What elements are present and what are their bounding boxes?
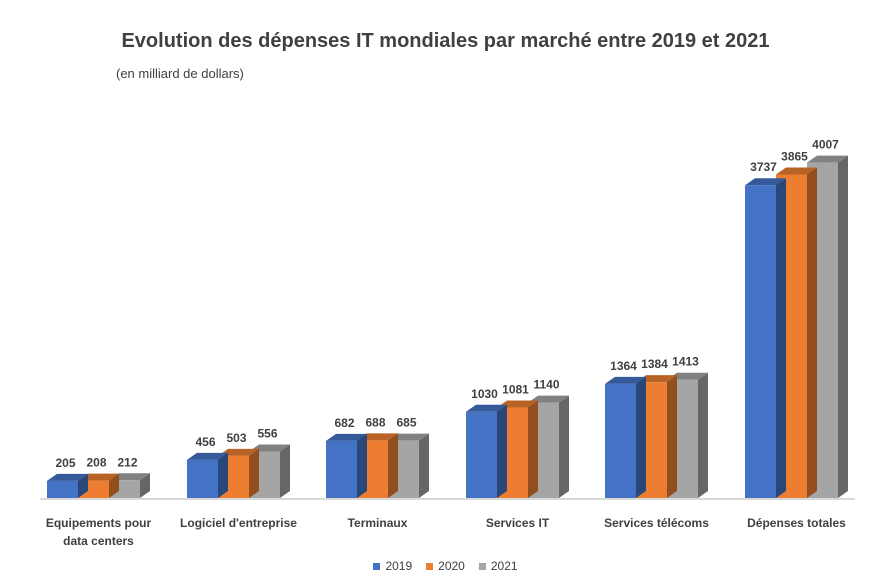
data-label-2021-1: 556 bbox=[257, 426, 277, 440]
bar-side bbox=[497, 404, 507, 498]
data-label-2019-2: 682 bbox=[334, 416, 354, 430]
bar-2019-4 bbox=[605, 376, 646, 498]
bar-side bbox=[698, 372, 708, 498]
category-label: Services télécoms bbox=[604, 516, 709, 530]
bar-front bbox=[187, 459, 218, 498]
chart-floor bbox=[40, 498, 855, 500]
legend-swatch bbox=[478, 563, 486, 570]
bar-side bbox=[667, 375, 677, 498]
category-label: Services IT bbox=[486, 516, 550, 530]
bar-top bbox=[776, 167, 817, 175]
data-label-2021-5: 4007 bbox=[812, 138, 839, 152]
data-label-2021-4: 1413 bbox=[672, 355, 699, 369]
bar-2019-1 bbox=[187, 452, 228, 498]
data-label-2021-3: 1140 bbox=[533, 378, 559, 392]
bar-front bbox=[326, 440, 357, 498]
legend-item-2020: 2020 bbox=[426, 559, 465, 573]
bar-side bbox=[280, 444, 290, 498]
bar-side bbox=[419, 433, 429, 498]
data-label-2019-4: 1364 bbox=[610, 359, 637, 373]
bar-side bbox=[838, 155, 848, 498]
bar-top bbox=[218, 448, 259, 456]
bar-top bbox=[326, 433, 367, 441]
data-label-2019-1: 456 bbox=[195, 435, 215, 449]
data-label-2021-2: 685 bbox=[396, 416, 416, 430]
bar-top bbox=[667, 372, 708, 380]
legend-item-2019: 2019 bbox=[373, 559, 412, 573]
data-label-2020-5: 3865 bbox=[781, 149, 808, 163]
data-label-2019-3: 1030 bbox=[471, 387, 498, 401]
data-label-2019-0: 205 bbox=[55, 456, 75, 470]
data-label-2020-3: 1081 bbox=[502, 383, 529, 397]
data-label-2019-5: 3737 bbox=[750, 160, 777, 174]
data-label-2020-4: 1384 bbox=[641, 357, 668, 371]
bar-front bbox=[605, 383, 636, 498]
bar-top bbox=[745, 178, 786, 186]
bar-side bbox=[636, 376, 646, 498]
bar-side bbox=[218, 452, 228, 498]
category-label: Logiciel d'entreprise bbox=[180, 516, 297, 530]
bar-top bbox=[249, 444, 290, 452]
bar-top bbox=[528, 395, 569, 403]
bar-side bbox=[559, 395, 569, 498]
bar-2019-0 bbox=[47, 473, 88, 498]
bar-top bbox=[388, 433, 429, 441]
bar-top bbox=[357, 433, 398, 441]
bar-side bbox=[776, 178, 786, 498]
bar-top bbox=[78, 473, 119, 481]
bar-front bbox=[47, 480, 78, 498]
data-label-2020-0: 208 bbox=[86, 456, 106, 470]
legend-item-2021: 2021 bbox=[478, 559, 518, 573]
bar-top bbox=[466, 404, 507, 412]
bar-top bbox=[807, 155, 848, 163]
legend-label: 2021 bbox=[490, 559, 518, 573]
bar-2019-2 bbox=[326, 433, 367, 498]
legend-swatch bbox=[426, 563, 434, 570]
bar-side bbox=[528, 400, 538, 498]
bar-side bbox=[807, 167, 817, 498]
bar-front bbox=[745, 185, 776, 498]
chart-legend: 2019 2020 2021 bbox=[0, 559, 891, 573]
bar-2019-5 bbox=[745, 178, 786, 498]
bar-top bbox=[109, 473, 150, 481]
bar-front bbox=[466, 411, 497, 498]
category-label: Equipements pour bbox=[46, 516, 152, 530]
bar-2021-0 bbox=[109, 473, 150, 498]
bar-top bbox=[47, 473, 88, 481]
bar-top bbox=[497, 400, 538, 408]
bar-top bbox=[636, 375, 677, 383]
bar-side bbox=[388, 433, 398, 498]
data-label-2020-2: 688 bbox=[365, 415, 385, 429]
category-label: Terminaux bbox=[348, 516, 408, 530]
chart-subtitle: (en milliard de dollars) bbox=[116, 66, 244, 81]
category-label: Dépenses totales bbox=[747, 516, 846, 530]
category-label: data centers bbox=[63, 534, 134, 548]
bar-side bbox=[249, 448, 259, 498]
legend-swatch bbox=[373, 563, 381, 570]
bar-side bbox=[357, 433, 367, 498]
bar-side bbox=[78, 473, 88, 498]
chart-title: Evolution des dépenses IT mondiales par … bbox=[121, 30, 770, 52]
legend-label: 2019 bbox=[385, 559, 413, 573]
legend-label: 2020 bbox=[438, 559, 465, 573]
bar-top bbox=[187, 452, 228, 460]
bar-2019-3 bbox=[466, 404, 507, 498]
bar-side bbox=[109, 473, 119, 498]
data-label-2020-1: 503 bbox=[226, 431, 246, 445]
bar-top bbox=[605, 376, 646, 384]
data-label-2021-0: 212 bbox=[117, 455, 137, 469]
bar-side bbox=[140, 473, 150, 498]
